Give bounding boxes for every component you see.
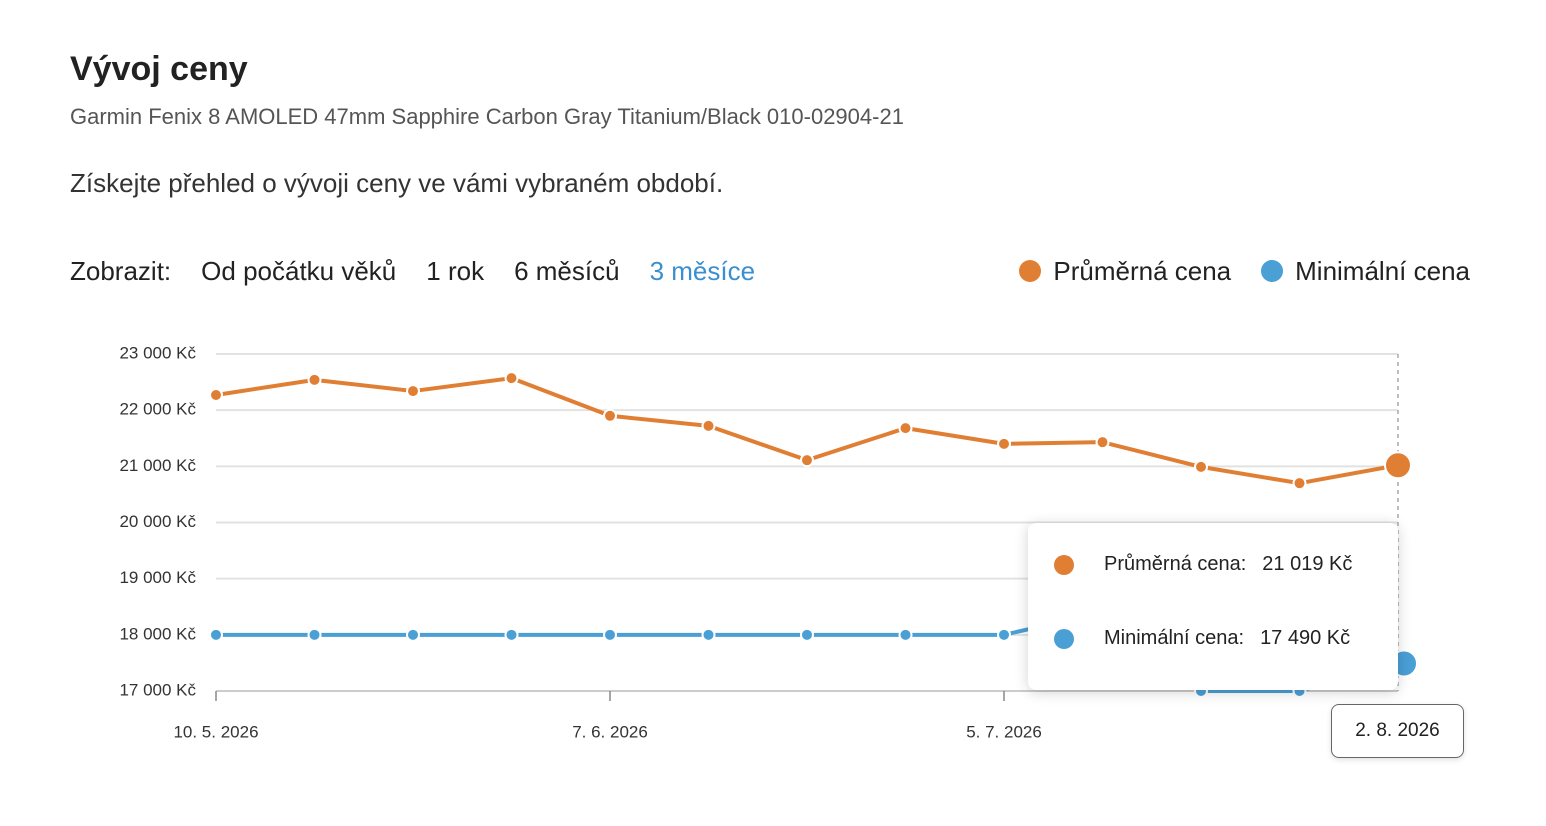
data-point — [603, 627, 617, 642]
page-title: Vývoj ceny — [70, 50, 248, 88]
tooltip-date: 2. 8. 2026 — [1331, 704, 1464, 758]
x-tick-label: 7. 6. 2026 — [572, 722, 648, 741]
data-point — [997, 627, 1011, 642]
intro-text: Získejte přehled o vývoji ceny ve vámi v… — [70, 168, 724, 198]
legend-item[interactable]: Průměrná cena — [1019, 256, 1231, 287]
y-tick-label: 21 000 Kč — [119, 456, 196, 475]
legend: Průměrná cena Minimální cena — [1019, 256, 1470, 287]
data-point — [307, 627, 322, 642]
tooltip: Průměrná cena: 21 019 Kč Minimální cena: 17… — [1028, 523, 1398, 690]
data-point — [209, 388, 223, 403]
data-point — [800, 453, 814, 468]
tooltip-row: Minimální cena: 17 490 Kč — [1054, 627, 1350, 650]
data-point — [603, 408, 617, 423]
legend-swatch — [1261, 260, 1284, 282]
data-point — [504, 627, 519, 642]
data-point — [1292, 476, 1307, 491]
data-point — [898, 421, 913, 436]
data-point — [406, 384, 420, 399]
data-point — [209, 627, 223, 642]
data-point — [1384, 451, 1412, 480]
series-line — [215, 376, 1399, 486]
data-point — [800, 627, 814, 642]
product-name: Garmin Fenix 8 AMOLED 47mm Sapphire Carb… — [70, 104, 904, 129]
period-option[interactable]: Od počátku věků — [201, 256, 397, 286]
data-point — [406, 627, 420, 642]
data-point — [504, 371, 519, 386]
x-tick-label: 5. 7. 2026 — [966, 722, 1042, 741]
data-point — [701, 627, 716, 642]
period-label: Zobrazit: — [70, 256, 172, 286]
legend-label: Průměrná cena — [1053, 256, 1232, 286]
data-point — [1194, 459, 1208, 474]
data-point — [898, 627, 913, 642]
tooltip-label: Průměrná cena: — [1104, 553, 1247, 575]
tooltip-swatch — [1054, 628, 1074, 649]
data-point — [997, 436, 1011, 451]
y-tick-label: 20 000 Kč — [119, 512, 196, 531]
data-point — [1095, 435, 1110, 450]
legend-item[interactable]: Minimální cena — [1261, 256, 1470, 287]
y-tick-label: 18 000 Kč — [119, 624, 196, 643]
data-point — [701, 418, 716, 433]
tooltip-row: Průměrná cena: 21 019 Kč — [1054, 553, 1352, 576]
y-tick-label: 17 000 Kč — [119, 680, 196, 699]
tooltip-value: 21 019 Kč — [1262, 553, 1353, 575]
period-option[interactable]: 6 měsíců — [514, 256, 620, 286]
period-option[interactable]: 3 měsíce — [649, 256, 756, 286]
legend-swatch — [1019, 260, 1042, 282]
period-selector: Zobrazit: Od počátku věků 1 rok 6 měsíců 3 … — [70, 256, 755, 287]
y-tick-label: 22 000 Kč — [119, 400, 196, 419]
period-option[interactable]: 1 rok — [426, 256, 485, 286]
data-point — [307, 372, 322, 387]
tooltip-swatch — [1054, 554, 1074, 575]
tooltip-label: Minimální cena: — [1104, 627, 1245, 649]
legend-label: Minimální cena — [1295, 256, 1470, 286]
x-tick-label: 10. 5. 2026 — [173, 722, 258, 741]
y-tick-label: 23 000 Kč — [119, 343, 196, 362]
tooltip-value: 17 490 Kč — [1260, 627, 1351, 649]
y-tick-label: 19 000 Kč — [119, 568, 196, 587]
